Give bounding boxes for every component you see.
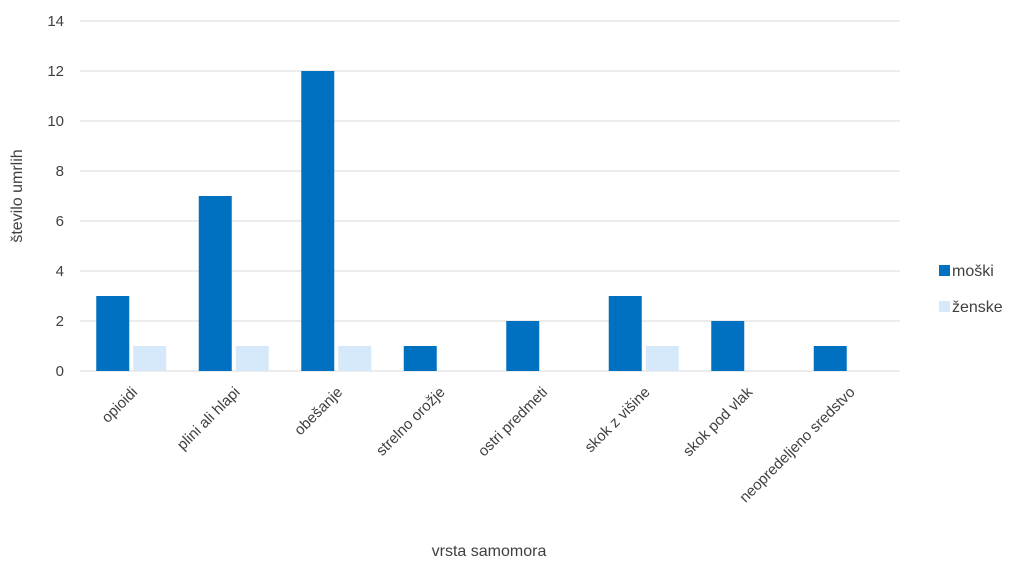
y-tick-label: 10 xyxy=(47,113,64,130)
x-axis-ticks: opioidi plini ali hlapi obešanje strelno or… xyxy=(98,383,858,506)
x-tick-label: opioidi xyxy=(98,384,141,427)
y-tick-label: 14 xyxy=(47,13,64,30)
legend-label: moški xyxy=(952,263,994,280)
y-tick-label: 2 xyxy=(56,313,64,330)
x-tick-label: strelno orožje xyxy=(373,384,449,460)
y-tick-label: 0 xyxy=(56,363,64,380)
x-axis-title: vrsta samomora xyxy=(432,543,547,560)
bar-moski xyxy=(96,296,130,371)
legend-swatch xyxy=(939,301,950,312)
y-axis-ticks: 0 2 4 6 8 10 12 14 xyxy=(47,13,64,380)
bar-zenske xyxy=(133,346,167,371)
x-tick-label: plini ali hlapi xyxy=(174,384,244,454)
legend-label: ženske xyxy=(952,299,1003,316)
bars xyxy=(96,71,847,371)
bar-moski xyxy=(198,196,232,371)
bar-moski xyxy=(813,346,847,371)
legend: moški ženske xyxy=(939,263,1003,316)
bar-zenske xyxy=(338,346,372,371)
x-tick-label: ostri predmeti xyxy=(475,384,551,460)
y-tick-label: 12 xyxy=(47,63,64,80)
y-axis-title: število umrlih xyxy=(9,149,26,242)
bar-moski xyxy=(301,71,335,371)
bar-zenske xyxy=(235,346,269,371)
x-tick-label: neopredeljeno sredstvo xyxy=(736,384,858,506)
y-tick-label: 4 xyxy=(56,263,64,280)
bar-moski xyxy=(506,321,540,371)
bar-zenske xyxy=(645,346,679,371)
x-tick-label: obešanje xyxy=(291,384,346,439)
x-tick-label: skok pod vlak xyxy=(680,383,757,460)
legend-swatch xyxy=(939,265,950,276)
x-tick-label: skok z višine xyxy=(581,384,653,456)
bar-moski xyxy=(403,346,437,371)
y-tick-label: 8 xyxy=(56,163,64,180)
y-tick-label: 6 xyxy=(56,213,64,230)
bar-moski xyxy=(608,296,642,371)
bar-moski xyxy=(711,321,745,371)
